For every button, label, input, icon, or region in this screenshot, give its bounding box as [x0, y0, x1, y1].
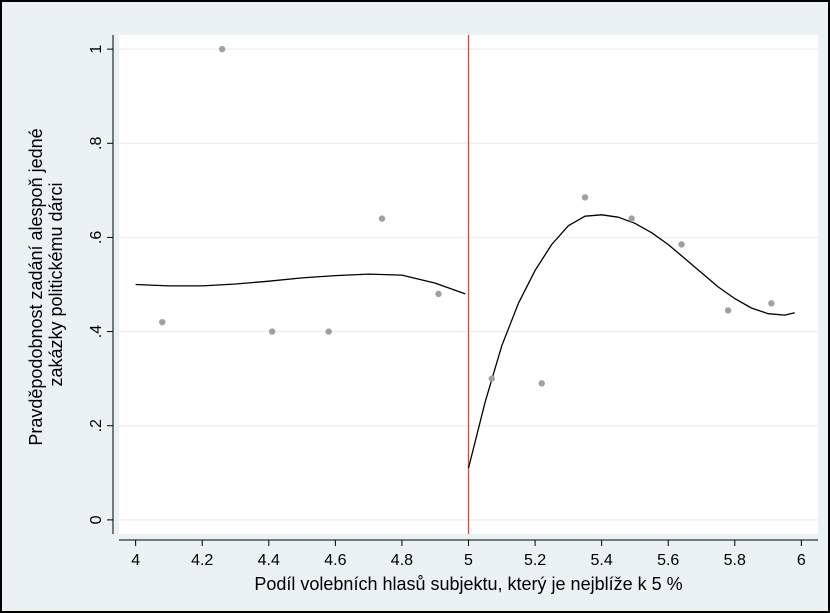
data-point-4	[378, 215, 386, 222]
data-point-7	[538, 380, 545, 387]
y-axis-title: Pravděpodobnost zadání alespoň jedné zak…	[26, 123, 66, 445]
x-tick-label-7: 5.4	[591, 552, 613, 569]
y-tick-label-0: 0	[88, 515, 105, 524]
fit-line-right	[467, 214, 795, 469]
data-point-9	[628, 215, 635, 222]
y-tick-label-5: 1	[88, 45, 105, 54]
data-point-10	[678, 241, 685, 248]
x-tick-label-1: 4.2	[191, 552, 213, 569]
y-tick-label-2: .4	[88, 325, 105, 338]
x-axis: 4 4.2 4.4 4.6 4.8 5 5.2 5.4 5.6 5.8 6	[119, 539, 818, 569]
data-point-12	[768, 300, 775, 307]
data-point-6	[488, 375, 495, 382]
x-tick-label-0: 4	[131, 552, 140, 569]
fit-line-left	[135, 273, 466, 295]
x-tick-label-4: 4.8	[391, 552, 413, 569]
y-axis-title-line-2: zakázky politickému dárci	[46, 182, 66, 386]
data-point-2	[268, 328, 276, 335]
x-tick-label-5: 5	[464, 552, 473, 569]
data-point-5	[435, 290, 442, 298]
y-axis-title-line-1: Pravděpodobnost zadání alespoň jedné	[26, 128, 46, 445]
y-axis: 0 .2 .4 .6 .8 1	[88, 35, 114, 534]
data-point-0	[159, 318, 166, 326]
data-point-8	[581, 194, 589, 201]
scatter-points	[159, 45, 775, 387]
data-point-11	[724, 307, 732, 314]
data-point-3	[325, 328, 332, 335]
x-axis-title: Podíl volebních hlasů subjektu, který je…	[254, 574, 682, 594]
x-tick-label-6: 5.2	[524, 552, 546, 569]
y-tick-label-1: .2	[88, 419, 105, 432]
y-tick-label-3: .6	[88, 231, 105, 244]
x-tick-label-8: 5.6	[657, 552, 679, 569]
y-tick-label-4: .8	[88, 137, 105, 150]
x-tick-label-9: 5.8	[724, 552, 746, 569]
x-tick-label-10: 6	[797, 552, 806, 569]
x-tick-label-2: 4.4	[258, 552, 280, 569]
x-tick-label-3: 4.6	[324, 552, 346, 569]
data-point-1	[218, 45, 226, 53]
